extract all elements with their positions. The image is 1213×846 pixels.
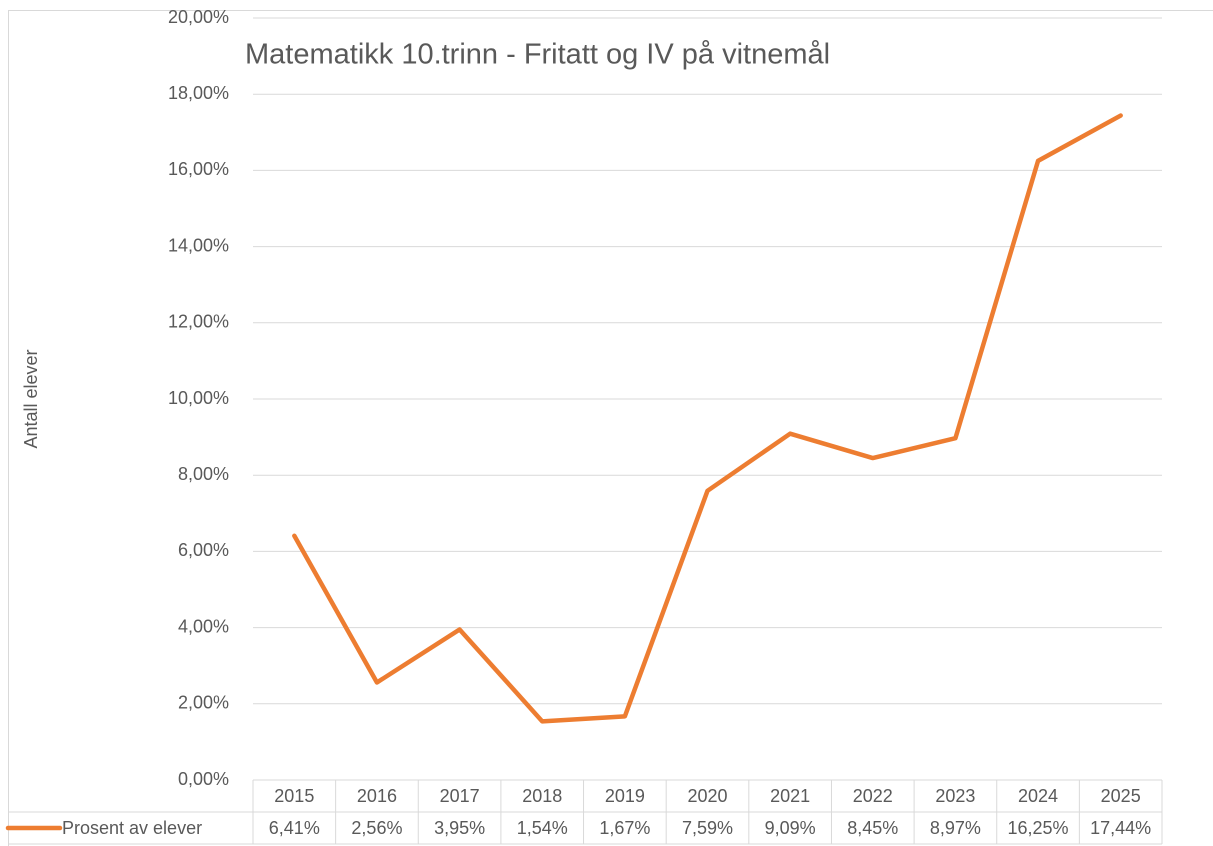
x-tick-label: 2015 xyxy=(274,786,314,806)
data-label: 1,54% xyxy=(517,818,568,838)
data-label: 2,56% xyxy=(351,818,402,838)
data-label: 1,67% xyxy=(599,818,650,838)
y-tick-label: 4,00% xyxy=(178,616,229,636)
y-tick-label: 14,00% xyxy=(168,235,229,255)
data-label: 8,45% xyxy=(847,818,898,838)
y-tick-label: 8,00% xyxy=(178,464,229,484)
data-line xyxy=(292,113,1123,724)
y-tick-label: 18,00% xyxy=(168,83,229,103)
data-label: 8,97% xyxy=(930,818,981,838)
chart-border xyxy=(8,10,1213,846)
x-tick-label: 2017 xyxy=(440,786,480,806)
data-label: 7,59% xyxy=(682,818,733,838)
x-tick-label: 2023 xyxy=(935,786,975,806)
x-tick-label: 2019 xyxy=(605,786,645,806)
x-tick-label: 2024 xyxy=(1018,786,1058,806)
data-label: 3,95% xyxy=(434,818,485,838)
data-label: 17,44% xyxy=(1090,818,1151,838)
x-tick-label: 2018 xyxy=(522,786,562,806)
y-tick-label: 0,00% xyxy=(178,769,229,789)
x-tick-label: 2022 xyxy=(853,786,893,806)
y-tick-label: 2,00% xyxy=(178,693,229,713)
y-tick-label: 10,00% xyxy=(168,388,229,408)
x-tick-label: 2016 xyxy=(357,786,397,806)
x-tick-label: 2021 xyxy=(770,786,810,806)
y-axis-label: Antall elever xyxy=(21,349,41,448)
chart-title: Matematikk 10.trinn - Fritatt og IV på v… xyxy=(245,39,830,71)
y-tick-label: 12,00% xyxy=(168,312,229,332)
data-label: 16,25% xyxy=(1008,818,1069,838)
data-label: 9,09% xyxy=(765,818,816,838)
x-tick-label: 2025 xyxy=(1101,786,1141,806)
y-tick-label: 20,00% xyxy=(168,7,229,27)
y-tick-label: 6,00% xyxy=(178,540,229,560)
y-tick-label: 16,00% xyxy=(168,159,229,179)
data-label: 6,41% xyxy=(269,818,320,838)
legend-label: Prosent av elever xyxy=(62,818,202,838)
x-tick-label: 2020 xyxy=(687,786,727,806)
